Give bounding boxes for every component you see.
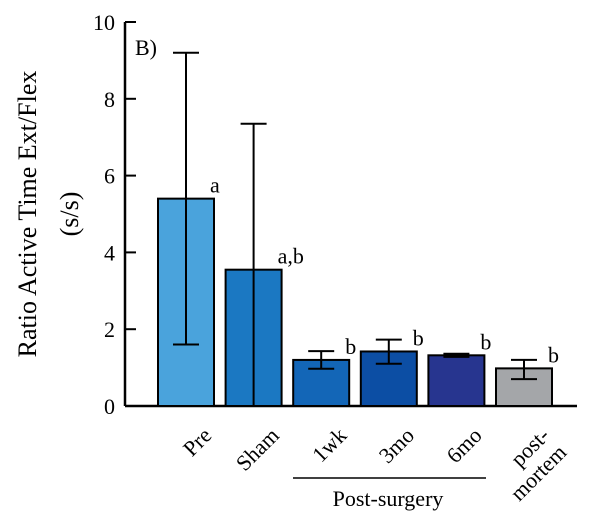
bar: [427, 354, 486, 408]
group-label: Post-surgery: [333, 486, 444, 511]
significance-label: b: [345, 334, 356, 359]
x-tick-label: 3mo: [374, 423, 419, 468]
x-tick-label: Pre: [178, 423, 216, 461]
y-axis-title-line1: Ratio Active Time Ext/Flex: [13, 71, 42, 358]
significance-label: b: [548, 342, 559, 367]
x-tick-label-line: 1wk: [307, 423, 351, 467]
x-tick-label: post-mortem: [488, 423, 571, 506]
x-tick-label-line: Sham: [231, 423, 284, 476]
x-tick-label-line: Pre: [178, 423, 216, 461]
significance-label: a,b: [278, 244, 304, 269]
x-tick-label: Sham: [231, 423, 284, 476]
significance-label: b: [413, 325, 424, 350]
y-tick-label: 2: [104, 317, 115, 342]
y-tick-label: 4: [104, 240, 115, 265]
y-tick-label: 6: [104, 164, 115, 189]
x-tick-label: 1wk: [307, 423, 351, 467]
x-tick-label: 6mo: [441, 423, 486, 468]
significance-label: a: [210, 173, 220, 198]
y-axis-title-line2: (s/s): [55, 192, 84, 237]
y-tick-label: 0: [104, 394, 115, 419]
significance-label: b: [480, 329, 491, 354]
y-tick-label: 10: [93, 10, 115, 35]
panel-label: B): [135, 35, 157, 60]
x-tick-label-line: 3mo: [374, 423, 419, 468]
y-tick-label: 8: [104, 87, 115, 112]
x-tick-label-line: 6mo: [441, 423, 486, 468]
